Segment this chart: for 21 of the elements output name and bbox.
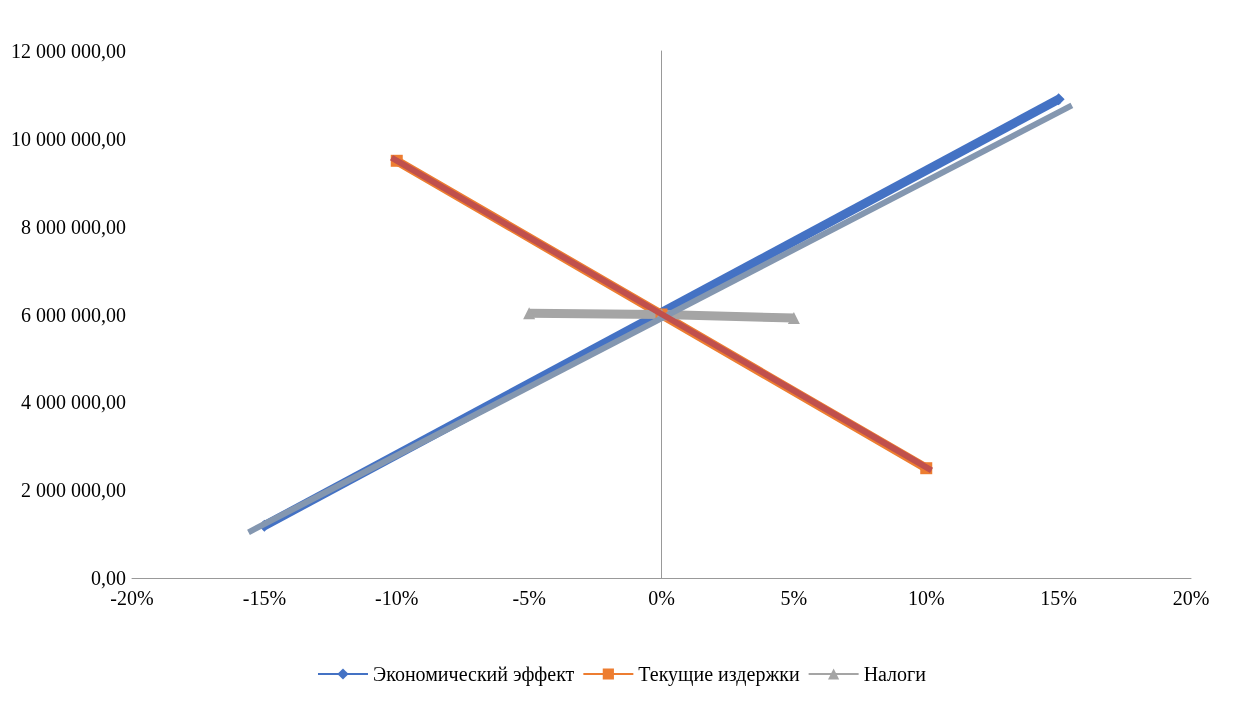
x-tick-label: -10%	[375, 587, 419, 609]
legend-label: Экономический эффект	[372, 663, 575, 686]
legend-label: Налоги	[863, 663, 927, 685]
x-tick-label: -5%	[512, 587, 546, 609]
x-tick-label: 15%	[1040, 587, 1077, 609]
legend-label: Текущие издержки	[638, 663, 800, 686]
y-tick-label: 6 000 000,00	[21, 303, 126, 326]
x-tick-label: 20%	[1172, 587, 1210, 609]
x-tick-label: 5%	[780, 587, 808, 609]
y-tick-label: 10 000 000,00	[11, 127, 126, 150]
x-tick-label: -20%	[110, 587, 154, 609]
x-tick-label: -15%	[242, 587, 287, 609]
y-tick-label: 4 000 000,00	[21, 391, 126, 414]
x-tick-label: 10%	[907, 587, 945, 609]
point	[523, 307, 536, 320]
y-tick-label: 12 000 000,00	[11, 40, 126, 62]
x-tick-label: 0%	[648, 587, 675, 609]
y-tick-label: 8 000 000,00	[21, 215, 126, 238]
y-tick-label: 2 000 000,00	[21, 479, 126, 502]
point	[787, 312, 800, 325]
y-tick-label: 0,00	[91, 567, 126, 589]
